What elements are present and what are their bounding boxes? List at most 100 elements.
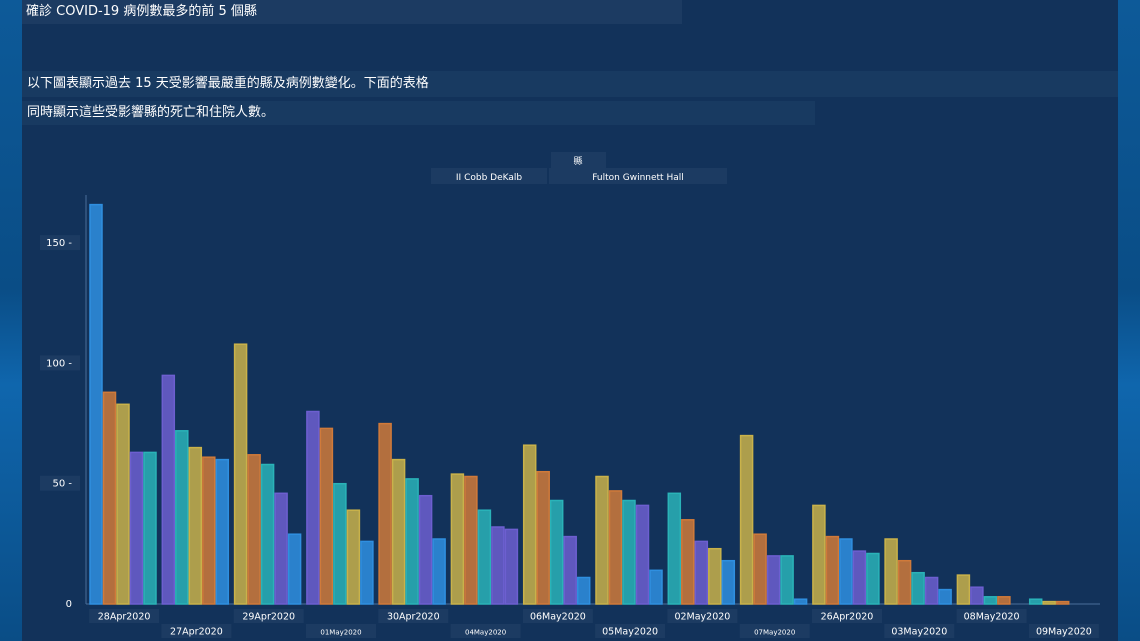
bar-27Apr2020-2[interactable] bbox=[188, 446, 203, 605]
bar-29Apr2020-4[interactable] bbox=[287, 533, 302, 605]
bar-02May2020-4[interactable] bbox=[721, 559, 736, 605]
bar-03May2020-2[interactable] bbox=[911, 571, 925, 605]
bar-26Apr2020-2[interactable] bbox=[839, 538, 853, 605]
y-tick-label: 50 - bbox=[52, 479, 72, 490]
bar-29Apr2020-0[interactable] bbox=[233, 343, 248, 605]
legend-entry-2: Fulton Gwinnett Hall bbox=[592, 173, 683, 183]
bar-28Apr2020-3[interactable] bbox=[129, 451, 144, 605]
bar-06May2020-1[interactable] bbox=[536, 470, 550, 605]
bar-04May2020-0[interactable] bbox=[450, 473, 465, 605]
bar-30Apr2020-1[interactable] bbox=[391, 458, 406, 605]
x-tick-label: 27Apr2020 bbox=[170, 627, 223, 638]
bar-07May2020-0[interactable] bbox=[739, 434, 754, 605]
x-tick-box bbox=[812, 609, 882, 623]
bar-30Apr2020-2[interactable] bbox=[405, 478, 419, 605]
right-edge-decoration bbox=[1118, 0, 1140, 641]
bar-03May2020-1[interactable] bbox=[897, 559, 912, 605]
bar-04May2020-4[interactable] bbox=[504, 528, 519, 605]
left-edge-decoration bbox=[0, 0, 22, 641]
bar-05May2020-2[interactable] bbox=[622, 499, 636, 605]
x-tick-label: 01May2020 bbox=[320, 629, 361, 637]
bar-29Apr2020-1[interactable] bbox=[247, 454, 261, 605]
x-tick-label: 06May2020 bbox=[530, 612, 586, 623]
bar-30Apr2020-4[interactable] bbox=[432, 538, 446, 605]
bar-05May2020-1[interactable] bbox=[608, 490, 623, 605]
bar-27Apr2020-0[interactable] bbox=[161, 374, 176, 605]
x-tick-label: 29Apr2020 bbox=[242, 612, 295, 623]
bar-09May2020-2[interactable] bbox=[1055, 600, 1070, 605]
legend-title-box bbox=[551, 152, 606, 168]
bar-28Apr2020-1[interactable] bbox=[102, 391, 117, 605]
bar-05May2020-3[interactable] bbox=[635, 504, 650, 605]
bar-06May2020-3[interactable] bbox=[563, 535, 577, 605]
x-tick-box bbox=[450, 624, 521, 638]
x-tick-label: 03May2020 bbox=[891, 627, 947, 638]
bar-27Apr2020-3[interactable] bbox=[202, 456, 216, 605]
bar-04May2020-3[interactable] bbox=[491, 526, 505, 605]
x-tick-box bbox=[306, 624, 376, 638]
x-tick-label: 08May2020 bbox=[964, 612, 1020, 623]
bar-08May2020-0[interactable] bbox=[956, 574, 971, 605]
x-tick-box bbox=[1028, 624, 1099, 638]
bar-08May2020-3[interactable] bbox=[997, 596, 1011, 605]
bar-08May2020-1[interactable] bbox=[970, 586, 984, 605]
bar-30Apr2020-3[interactable] bbox=[418, 494, 433, 605]
bar-01May2020-2[interactable] bbox=[333, 482, 347, 605]
x-tick-label: 02May2020 bbox=[674, 612, 730, 623]
y-tick-label: 0 bbox=[66, 599, 72, 610]
bar-01May2020-3[interactable] bbox=[346, 509, 361, 605]
bar-01May2020-4[interactable] bbox=[360, 540, 374, 605]
bar-01May2020-1[interactable] bbox=[319, 427, 334, 605]
description-line-2: 同時顯示這些受影響縣的死亡和住院人數。 bbox=[22, 101, 815, 125]
bar-05May2020-0[interactable] bbox=[595, 475, 609, 605]
bar-08May2020-2[interactable] bbox=[983, 596, 998, 605]
bar-03May2020-3[interactable] bbox=[924, 576, 939, 605]
bar-29Apr2020-2[interactable] bbox=[260, 463, 275, 605]
bar-06May2020-4[interactable] bbox=[576, 576, 591, 605]
bar-02May2020-3[interactable] bbox=[708, 547, 722, 605]
x-tick-box bbox=[595, 624, 666, 638]
bar-07May2020-1[interactable] bbox=[753, 533, 767, 605]
bar-26Apr2020-1[interactable] bbox=[825, 535, 840, 605]
x-tick-label: 07May2020 bbox=[754, 629, 795, 637]
bar-03May2020-0[interactable] bbox=[884, 538, 898, 605]
y-tick-box bbox=[40, 235, 80, 251]
bar-30Apr2020-0[interactable] bbox=[378, 422, 392, 605]
bar-28Apr2020-0[interactable] bbox=[89, 203, 103, 605]
bar-06May2020-0[interactable] bbox=[522, 444, 537, 605]
legend-box-2 bbox=[549, 168, 727, 184]
bar-02May2020-1[interactable] bbox=[681, 519, 695, 605]
bar-07May2020-3[interactable] bbox=[780, 555, 794, 605]
y-tick-box bbox=[40, 475, 80, 491]
bar-04May2020-2[interactable] bbox=[477, 509, 492, 605]
x-tick-label: 26Apr2020 bbox=[821, 612, 874, 623]
bar-26Apr2020-0[interactable] bbox=[812, 504, 826, 605]
bar-26Apr2020-3[interactable] bbox=[852, 550, 867, 605]
bar-09May2020-1[interactable] bbox=[1042, 600, 1056, 605]
bar-28Apr2020-2[interactable] bbox=[116, 403, 130, 605]
y-tick-label: 150 - bbox=[46, 238, 72, 249]
bar-28Apr2020-4[interactable] bbox=[143, 451, 157, 605]
bar-02May2020-2[interactable] bbox=[694, 540, 709, 605]
x-tick-box bbox=[522, 609, 593, 623]
bar-06May2020-2[interactable] bbox=[549, 499, 564, 605]
bar-04May2020-1[interactable] bbox=[464, 475, 478, 605]
x-tick-box bbox=[378, 609, 449, 623]
legend-title: 縣 bbox=[573, 156, 582, 167]
bar-07May2020-2[interactable] bbox=[766, 555, 781, 605]
bar-01May2020-0[interactable] bbox=[306, 410, 320, 605]
x-tick-box bbox=[161, 624, 232, 638]
bar-26Apr2020-4[interactable] bbox=[866, 552, 880, 605]
bar-07May2020-4[interactable] bbox=[793, 598, 808, 605]
bar-02May2020-0[interactable] bbox=[667, 492, 682, 605]
y-tick-label: 100 - bbox=[46, 358, 72, 369]
bar-27Apr2020-1[interactable] bbox=[175, 430, 189, 605]
legend-box-1 bbox=[431, 168, 547, 184]
bar-29Apr2020-3[interactable] bbox=[274, 492, 288, 605]
bar-27Apr2020-4[interactable] bbox=[215, 458, 230, 605]
x-tick-label: 04May2020 bbox=[465, 629, 506, 637]
bar-03May2020-4[interactable] bbox=[938, 588, 952, 605]
bar-05May2020-4[interactable] bbox=[649, 569, 663, 605]
bar-09May2020-0[interactable] bbox=[1028, 598, 1043, 605]
x-tick-box bbox=[233, 609, 304, 623]
